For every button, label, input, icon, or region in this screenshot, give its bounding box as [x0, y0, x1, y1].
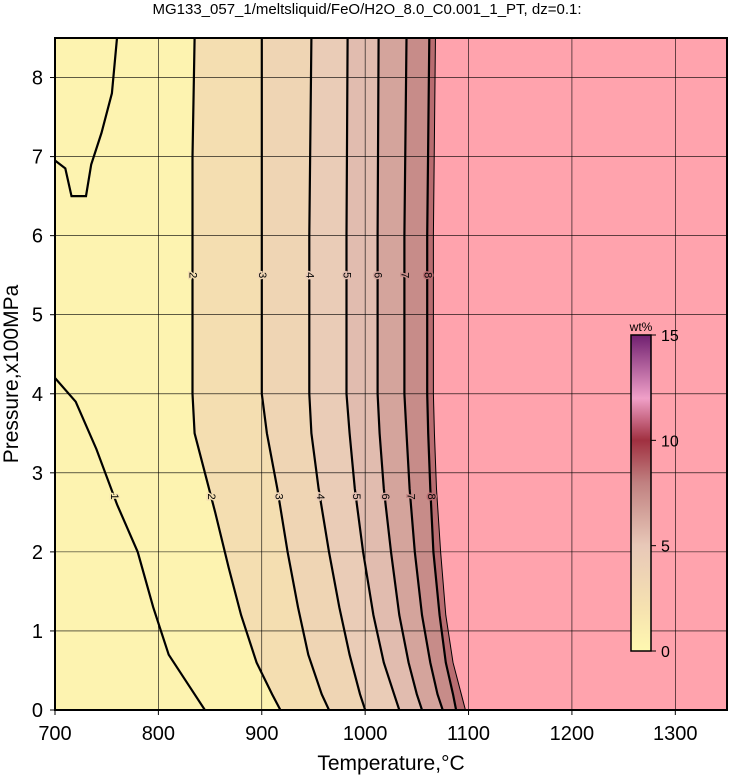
contour-label: 7	[399, 272, 411, 278]
contour-label: 4	[303, 272, 315, 278]
x-tick-label: 900	[245, 723, 278, 745]
contour-label: 5	[350, 493, 362, 499]
contour-line	[403, 38, 444, 710]
colorbar-tick-label: 15	[661, 328, 679, 345]
contour-label: 1	[108, 493, 120, 499]
contour-label: 2	[187, 272, 199, 278]
contour-line	[376, 38, 424, 710]
x-axis-label: Temperature,°C	[317, 752, 464, 775]
colorbar-tick-label: 5	[661, 539, 670, 556]
contour-line	[345, 38, 401, 710]
colorbar-tick-label: 0	[661, 644, 670, 661]
x-tick-label: 700	[38, 723, 71, 745]
x-tick-label: 1300	[653, 723, 698, 745]
x-tick-label: 1100	[447, 723, 490, 745]
contour-label: 5	[341, 272, 353, 278]
y-tick-label: 8	[32, 68, 43, 90]
y-tick-label: 3	[32, 463, 43, 485]
y-tick-label: 4	[32, 384, 43, 406]
chart-title: MG133_057_1/meltsliquid/FeO/H2O_8.0_C0.0…	[152, 1, 581, 18]
y-tick-label: 0	[32, 700, 43, 722]
colorbar	[630, 334, 652, 652]
contour-label: 8	[425, 493, 437, 499]
x-tick-label: 1200	[550, 723, 595, 745]
x-tick-label: 800	[142, 723, 175, 745]
contour-line	[260, 38, 330, 710]
plot-frame	[54, 37, 728, 711]
contour-label: 2	[205, 493, 217, 499]
colorbar-tick-label: 10	[661, 433, 679, 450]
y-tick-label: 1	[32, 621, 43, 643]
contour-label: 3	[256, 272, 268, 278]
contour-label: 4	[314, 493, 326, 499]
y-tick-label: 5	[32, 305, 43, 327]
contour-line	[55, 38, 206, 710]
contour-label: 3	[273, 493, 285, 499]
contour-label: 7	[404, 493, 416, 499]
contour-line	[308, 38, 367, 710]
overlay: 700 800 900 1000 1100 1200 1300012345678wt%051…	[32, 37, 728, 745]
out-of-range-region	[432, 38, 727, 710]
contour-line	[426, 38, 458, 710]
colorbar-label: wt%	[629, 320, 653, 334]
contour-label: 6	[372, 272, 384, 278]
contour-line	[191, 38, 282, 710]
plot-area: 1 2 2 3 3 4 4 5 5 6 6 7 7 8 8	[55, 38, 727, 710]
contour-label: 8	[421, 272, 433, 278]
contour-label: 6	[379, 493, 391, 499]
y-tick-label: 6	[32, 226, 43, 248]
y-tick-label: 2	[32, 542, 43, 564]
x-tick-label: 1000	[343, 723, 388, 745]
y-axis-label: Pressure,x100MPa	[0, 284, 23, 463]
y-tick-label: 7	[32, 147, 43, 169]
